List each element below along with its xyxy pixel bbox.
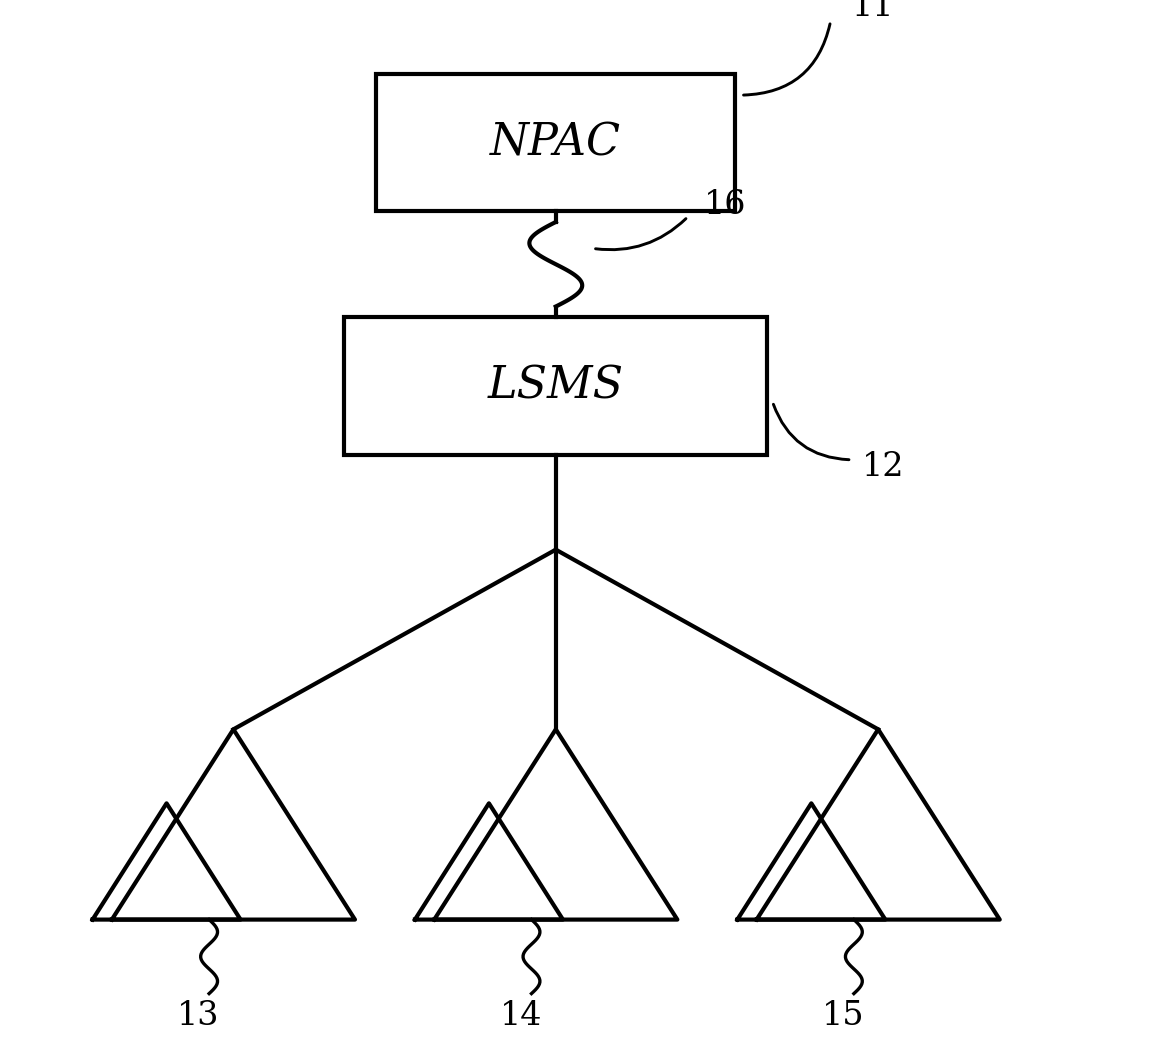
Text: 15: 15 [822,1000,865,1033]
Polygon shape [376,74,736,211]
Text: 11: 11 [852,0,894,23]
Text: NPAC: NPAC [490,122,622,164]
Text: 14: 14 [499,1000,542,1033]
Text: 16: 16 [704,188,746,221]
Text: 12: 12 [862,450,905,483]
Text: LSMS: LSMS [488,365,624,407]
Polygon shape [344,317,767,455]
Text: 13: 13 [177,1000,220,1033]
